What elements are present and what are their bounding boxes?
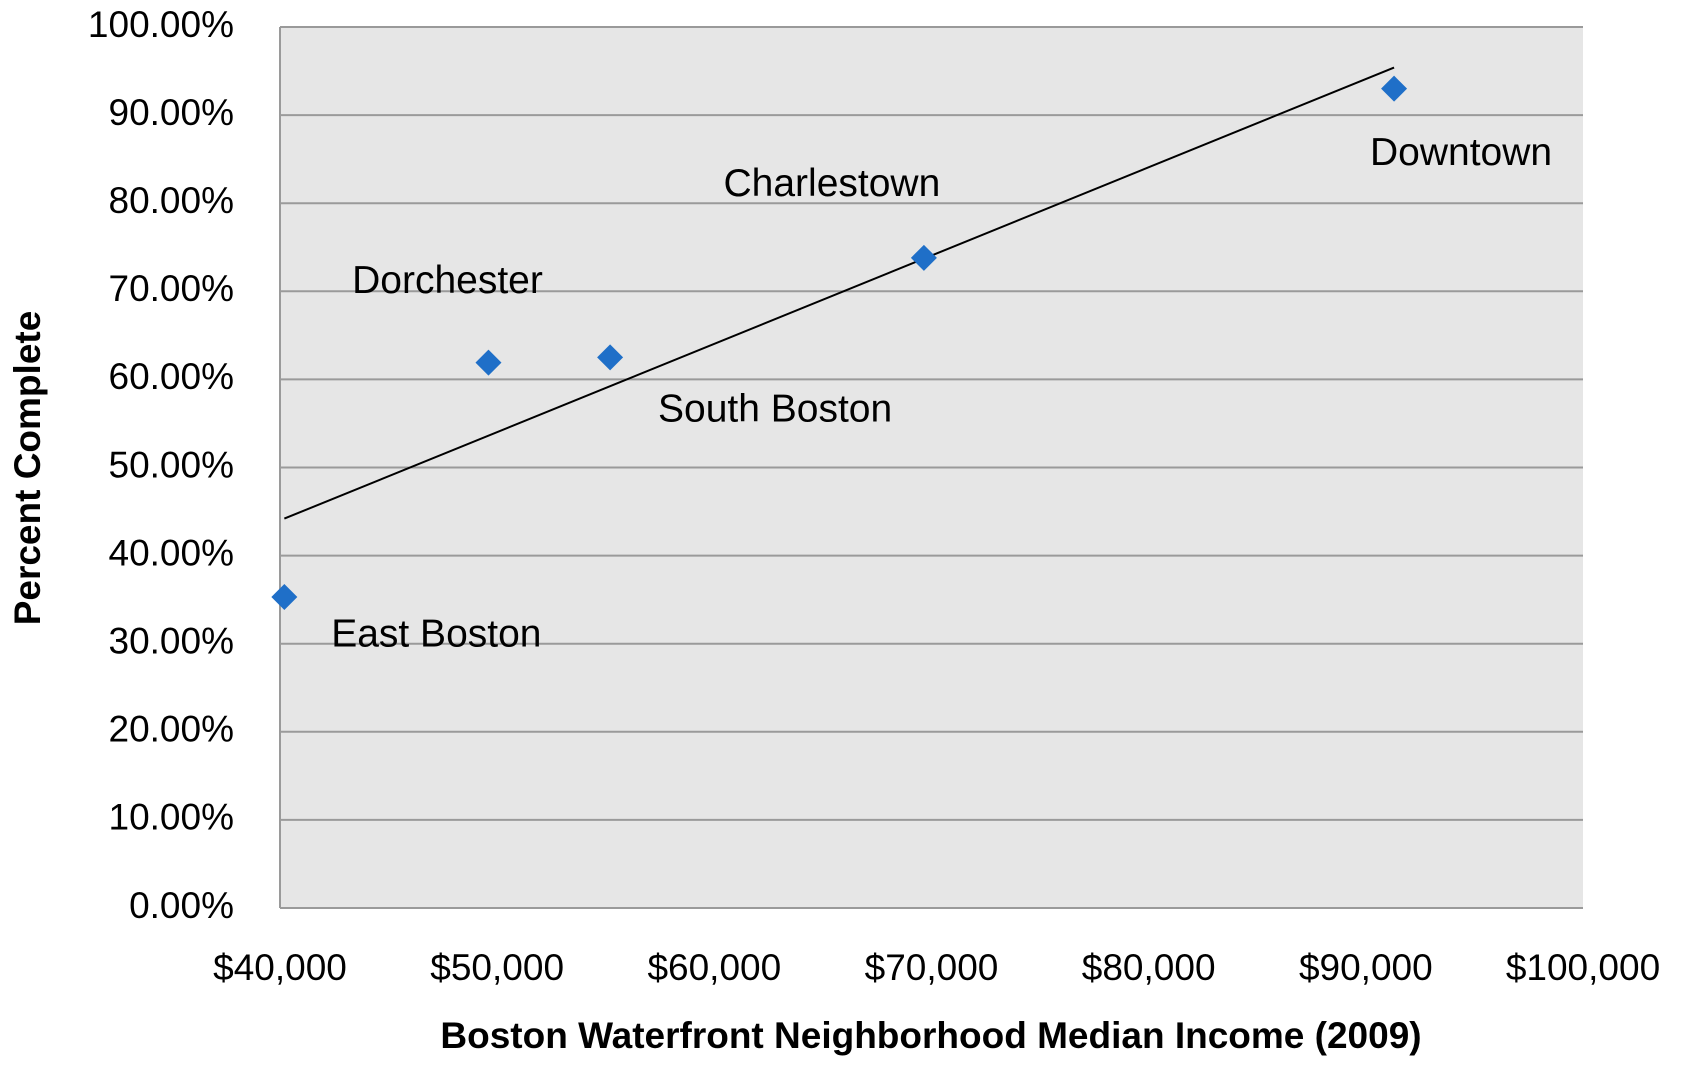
point-label: Downtown [1370,131,1552,174]
point-label: East Boston [331,612,541,655]
x-tick-label: $90,000 [1299,947,1433,988]
x-tick-label: $50,000 [430,947,564,988]
point [597,344,624,371]
point [1381,75,1408,102]
trendline [283,66,1395,520]
y-tick-label: 50.00% [109,444,235,485]
point [475,349,502,376]
point-label: Dorchester [352,259,543,302]
x-tick-label: $60,000 [647,947,781,988]
y-tick-label: 70.00% [109,268,235,309]
x-tick-label: $80,000 [1082,947,1216,988]
y-axis-title: Percent Complete [7,311,48,626]
point-label: South Boston [658,388,892,431]
y-tick-label: 30.00% [109,620,235,661]
x-tick-label: $70,000 [865,947,999,988]
y-tick-label: 60.00% [109,356,235,397]
x-tick-label: $100,000 [1506,947,1660,988]
y-tick-label: 20.00% [109,709,235,750]
y-tick-label: 90.00% [109,92,235,133]
x-axis-title: Boston Waterfront Neighborhood Median In… [440,1015,1421,1056]
y-tick-label: 10.00% [109,797,235,838]
y-tick-label: 40.00% [109,532,235,573]
point-label: Charlestown [724,162,941,205]
y-tick-label: 100.00% [88,4,234,45]
point [271,584,298,611]
x-tick-label: $40,000 [213,947,347,988]
y-tick-label: 80.00% [109,180,235,221]
point [910,244,937,271]
y-tick-label: 0.00% [129,885,234,926]
